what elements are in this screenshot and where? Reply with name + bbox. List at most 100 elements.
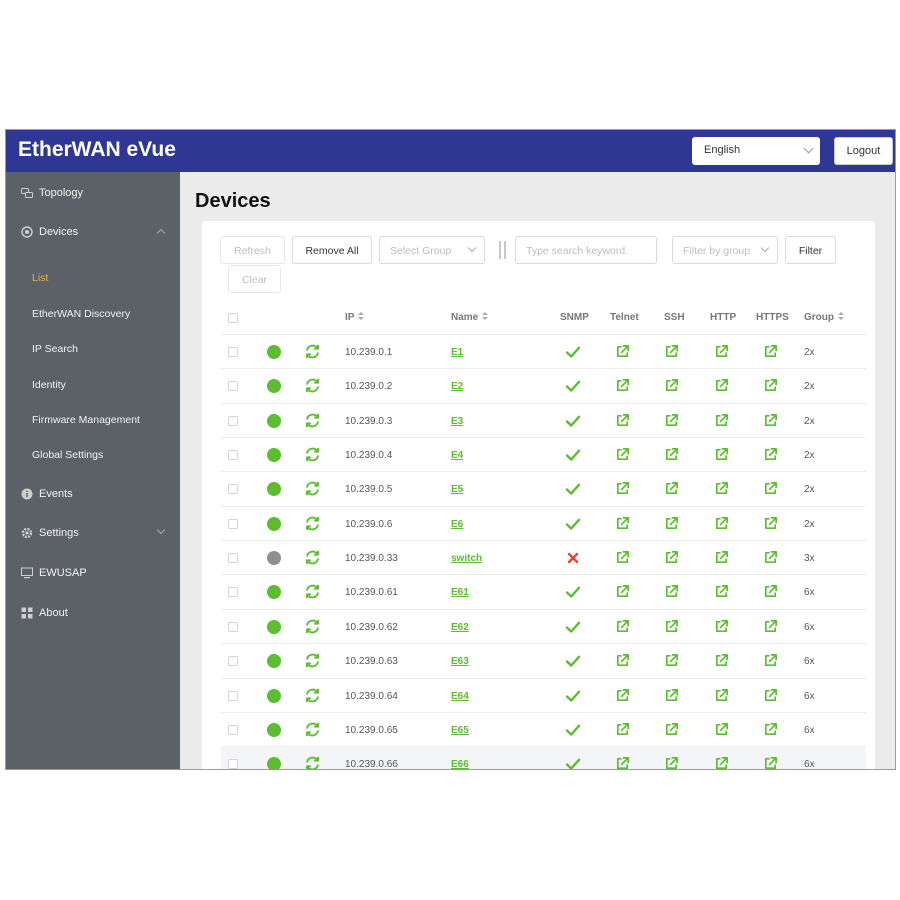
sidebar-item-ewusap[interactable]: EWUSAP (6, 562, 180, 586)
sidebar-item-settings[interactable]: Settings (6, 522, 180, 546)
telnet-link-icon[interactable] (615, 481, 630, 496)
ssh-link-icon[interactable] (664, 344, 679, 359)
telnet-link-icon[interactable] (615, 344, 630, 359)
sidebar-subitem-firmware-management[interactable]: Firmware Management (6, 409, 180, 431)
https-link-icon[interactable] (763, 516, 778, 531)
telnet-link-icon[interactable] (615, 653, 630, 668)
ssh-link-icon[interactable] (664, 653, 679, 668)
ssh-link-icon[interactable] (664, 413, 679, 428)
telnet-link-icon[interactable] (615, 516, 630, 531)
device-name-link[interactable]: E6 (451, 518, 464, 530)
row-checkbox[interactable] (228, 553, 238, 564)
refresh-icon[interactable] (304, 515, 321, 532)
device-name-link[interactable]: E5 (451, 484, 464, 496)
refresh-button[interactable]: Refresh (220, 236, 285, 264)
row-checkbox[interactable] (228, 759, 238, 769)
ssh-link-icon[interactable] (664, 688, 679, 703)
language-select[interactable]: English (692, 137, 820, 165)
device-name-link[interactable]: switch (451, 553, 483, 565)
device-name-link[interactable]: E2 (451, 381, 464, 393)
http-link-icon[interactable] (714, 481, 729, 496)
sidebar-item-devices[interactable]: Devices (6, 221, 180, 245)
column-group[interactable]: Group (804, 312, 845, 323)
http-link-icon[interactable] (714, 447, 729, 462)
row-checkbox[interactable] (228, 621, 238, 632)
row-checkbox[interactable] (228, 690, 238, 701)
row-checkbox[interactable] (228, 450, 238, 461)
row-checkbox[interactable] (228, 587, 238, 598)
sidebar-item-about[interactable]: About (6, 602, 180, 626)
refresh-icon[interactable] (304, 618, 321, 635)
refresh-icon[interactable] (304, 343, 321, 360)
sidebar-subitem-ip-search[interactable]: IP Search (6, 338, 180, 360)
row-checkbox[interactable] (228, 724, 238, 735)
refresh-icon[interactable] (304, 377, 321, 394)
http-link-icon[interactable] (714, 550, 729, 565)
device-name-link[interactable]: E63 (451, 656, 469, 668)
https-link-icon[interactable] (763, 344, 778, 359)
https-link-icon[interactable] (763, 653, 778, 668)
search-input[interactable]: Type search keyword. (515, 236, 657, 264)
telnet-link-icon[interactable] (615, 756, 630, 769)
device-name-link[interactable]: E64 (451, 690, 469, 702)
https-link-icon[interactable] (763, 481, 778, 496)
refresh-icon[interactable] (304, 583, 321, 600)
https-link-icon[interactable] (763, 756, 778, 769)
http-link-icon[interactable] (714, 688, 729, 703)
refresh-icon[interactable] (304, 480, 321, 497)
device-name-link[interactable]: E4 (451, 450, 464, 462)
refresh-icon[interactable] (304, 687, 321, 704)
device-name-link[interactable]: E61 (451, 587, 469, 599)
select-group-dropdown[interactable]: Select Group (379, 236, 485, 264)
sidebar-subitem-global-settings[interactable]: Global Settings (6, 444, 180, 466)
http-link-icon[interactable] (714, 653, 729, 668)
device-name-link[interactable]: E1 (451, 347, 464, 358)
refresh-icon[interactable] (304, 652, 321, 669)
https-link-icon[interactable] (763, 619, 778, 634)
telnet-link-icon[interactable] (615, 447, 630, 462)
row-checkbox[interactable] (228, 381, 238, 392)
telnet-link-icon[interactable] (615, 413, 630, 428)
telnet-link-icon[interactable] (615, 550, 630, 565)
logout-button[interactable]: Logout (834, 137, 893, 165)
column-name[interactable]: Name (451, 312, 489, 323)
column-ip[interactable]: IP (345, 312, 365, 323)
ssh-link-icon[interactable] (664, 722, 679, 737)
select-all-checkbox[interactable] (228, 313, 238, 323)
sidebar-subitem-identity[interactable]: Identity (6, 374, 180, 396)
telnet-link-icon[interactable] (615, 688, 630, 703)
ssh-link-icon[interactable] (664, 481, 679, 496)
http-link-icon[interactable] (714, 619, 729, 634)
https-link-icon[interactable] (763, 584, 778, 599)
filter-button[interactable]: Filter (785, 236, 836, 264)
sidebar-item-events[interactable]: Events (6, 483, 180, 507)
ssh-link-icon[interactable] (664, 447, 679, 462)
telnet-link-icon[interactable] (615, 722, 630, 737)
refresh-icon[interactable] (304, 549, 321, 566)
http-link-icon[interactable] (714, 413, 729, 428)
https-link-icon[interactable] (763, 378, 778, 393)
device-name-link[interactable]: E65 (451, 724, 469, 736)
sidebar-subitem-etherwan-discovery[interactable]: EtherWAN Discovery (6, 303, 180, 325)
http-link-icon[interactable] (714, 584, 729, 599)
https-link-icon[interactable] (763, 550, 778, 565)
https-link-icon[interactable] (763, 688, 778, 703)
ssh-link-icon[interactable] (664, 550, 679, 565)
sidebar-subitem-list[interactable]: List (6, 267, 180, 289)
ssh-link-icon[interactable] (664, 516, 679, 531)
http-link-icon[interactable] (714, 378, 729, 393)
https-link-icon[interactable] (763, 722, 778, 737)
http-link-icon[interactable] (714, 516, 729, 531)
row-checkbox[interactable] (228, 347, 238, 357)
row-checkbox[interactable] (228, 518, 238, 529)
telnet-link-icon[interactable] (615, 584, 630, 599)
device-name-link[interactable]: E66 (451, 759, 469, 770)
row-checkbox[interactable] (228, 415, 238, 426)
ssh-link-icon[interactable] (664, 584, 679, 599)
refresh-icon[interactable] (304, 721, 321, 738)
telnet-link-icon[interactable] (615, 619, 630, 634)
https-link-icon[interactable] (763, 447, 778, 462)
ssh-link-icon[interactable] (664, 378, 679, 393)
https-link-icon[interactable] (763, 413, 778, 428)
remove-all-button[interactable]: Remove All (292, 236, 372, 264)
